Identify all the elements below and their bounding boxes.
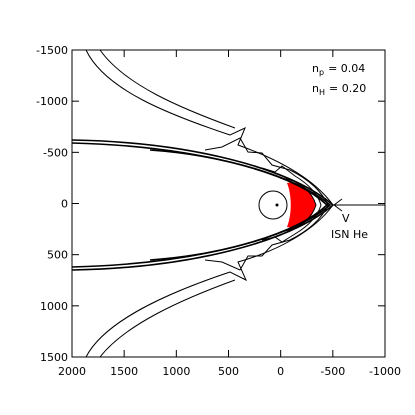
plot-area: [71, 49, 386, 358]
contour-line: [149, 149, 329, 261]
sun: [275, 203, 279, 207]
density-peak: [287, 182, 316, 228]
x-tick-label: 1000: [162, 365, 190, 378]
y-tick-label: 0: [61, 198, 68, 211]
contour-line: [99, 49, 236, 129]
velocity-label: V: [342, 212, 350, 225]
x-tick-label: -1000: [369, 365, 401, 378]
y-tick-label: -1500: [36, 44, 68, 57]
contour-line: [279, 177, 317, 233]
y-tick-label: 500: [47, 249, 68, 262]
y-tick-label: -1000: [36, 95, 68, 108]
x-tick-label: -500: [320, 365, 345, 378]
nh-label: nH = 0.20: [312, 82, 366, 97]
x-tick-label: 2000: [58, 365, 86, 378]
annotations: np = 0.04 nH = 0.20 V ISN He: [312, 62, 368, 241]
y-tick-label: 1000: [40, 300, 68, 313]
contour-line: [261, 165, 322, 243]
x-tick-label: 500: [218, 365, 239, 378]
x-tick-label: 1500: [110, 365, 138, 378]
contour-line: [85, 49, 334, 358]
x-tick-label: 0: [277, 365, 284, 378]
y-tick-label: -500: [43, 146, 68, 159]
sun-circle: [258, 190, 288, 220]
contour-line: [99, 279, 236, 358]
np-label: np = 0.04: [312, 62, 365, 77]
arrow-head: [333, 198, 343, 212]
species-label: ISN He: [331, 228, 368, 241]
contour-line: [204, 137, 329, 271]
y-tick-label: 1500: [40, 351, 68, 364]
axes-frame: [71, 49, 386, 358]
